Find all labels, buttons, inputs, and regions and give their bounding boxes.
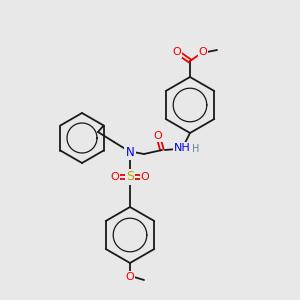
Text: S: S [126, 170, 134, 184]
Text: H: H [192, 144, 200, 154]
Text: N: N [126, 146, 134, 158]
Text: O: O [126, 272, 134, 282]
Text: O: O [172, 47, 182, 57]
Text: O: O [154, 131, 162, 141]
Text: O: O [111, 172, 119, 182]
Text: O: O [141, 172, 149, 182]
Text: NH: NH [174, 143, 190, 153]
Text: O: O [199, 47, 207, 57]
